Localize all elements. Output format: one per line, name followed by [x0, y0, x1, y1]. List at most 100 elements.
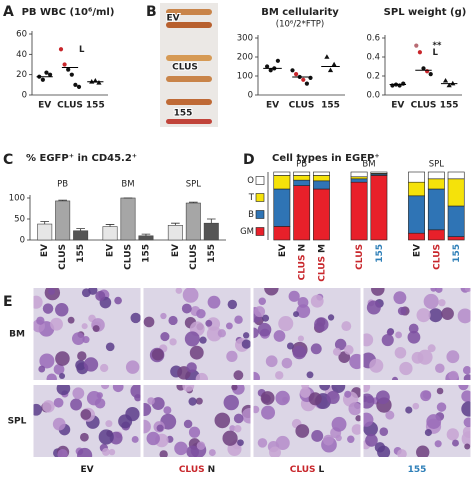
- micrograph: [363, 385, 471, 457]
- bone: [166, 99, 212, 105]
- cell: [452, 439, 459, 447]
- cell: [131, 435, 139, 443]
- cell: [160, 312, 167, 320]
- cell: [38, 365, 46, 373]
- cell: [71, 332, 85, 345]
- cell: [377, 445, 391, 457]
- cell: [70, 398, 83, 411]
- point: [425, 69, 430, 74]
- y-tick-label: 50: [14, 215, 25, 225]
- cell: [327, 314, 335, 321]
- cell: [441, 307, 454, 320]
- cell: [100, 363, 109, 373]
- micrograph: [33, 288, 141, 380]
- cell: [188, 397, 197, 406]
- bar-segment: [370, 171, 388, 174]
- bone: [166, 22, 212, 28]
- bone-label: CLUS: [172, 63, 198, 73]
- cell: [98, 429, 114, 445]
- cell: [299, 387, 311, 398]
- cell: [48, 288, 55, 295]
- bar-segment: [427, 188, 445, 231]
- cell: [163, 406, 172, 415]
- cell: [427, 344, 436, 353]
- cell: [278, 316, 294, 332]
- cell: [424, 428, 432, 437]
- cell: [366, 300, 381, 315]
- cell: [363, 385, 371, 393]
- x-tick-label: 155: [86, 101, 105, 111]
- cell: [72, 387, 85, 400]
- bone: [166, 9, 212, 15]
- cell: [156, 424, 164, 432]
- x-tick-label-part: N: [297, 244, 307, 252]
- cell: [416, 308, 431, 323]
- column-label-part: L: [319, 465, 325, 475]
- cell: [223, 394, 239, 411]
- cell: [189, 345, 204, 360]
- cell: [57, 448, 68, 457]
- cell: [412, 402, 420, 410]
- cell: [96, 392, 103, 399]
- bar-segment: [408, 195, 425, 234]
- point: [294, 72, 299, 77]
- point: [290, 68, 295, 73]
- cell: [420, 390, 432, 402]
- x-tick-label-part: M: [317, 244, 327, 253]
- x-tick-label: EV: [391, 101, 404, 111]
- micrograph: [363, 288, 471, 380]
- bar-segment: [273, 171, 291, 176]
- cell: [53, 397, 64, 408]
- y-tick-label: 300: [237, 34, 253, 44]
- cell: [207, 295, 221, 309]
- cell: [461, 390, 471, 403]
- bar-segment: [408, 181, 425, 197]
- cell: [105, 342, 115, 352]
- x-tick-label: CLUS: [432, 244, 442, 270]
- bar-segment: [293, 185, 311, 241]
- point: [390, 83, 395, 88]
- y-tick-label: 100: [237, 72, 253, 82]
- cell: [241, 339, 251, 349]
- column-label: CLUS N: [179, 465, 215, 475]
- error-bar: [206, 218, 216, 224]
- cell: [95, 290, 106, 301]
- cell: [462, 366, 471, 375]
- x-tick-label: EV: [40, 244, 50, 257]
- point: [268, 68, 273, 73]
- cell: [331, 385, 346, 394]
- cell: [55, 351, 70, 366]
- bar-segment: [313, 171, 330, 176]
- cell: [36, 316, 45, 325]
- x-tick-label-part: EV: [412, 244, 422, 257]
- y-tick-label: 0.4: [366, 53, 380, 63]
- cell: [102, 447, 110, 456]
- cell: [81, 323, 88, 330]
- cell: [393, 291, 407, 305]
- cell: [233, 413, 244, 424]
- cell: [435, 363, 445, 374]
- cell: [160, 331, 170, 342]
- group-label: PB: [296, 160, 307, 170]
- cell: [260, 391, 275, 405]
- cell: [332, 347, 341, 356]
- cell: [322, 434, 334, 446]
- x-tick-label: EV: [266, 101, 279, 111]
- cell: [199, 336, 207, 344]
- cell: [310, 294, 324, 308]
- point: [73, 82, 78, 87]
- cell: [334, 338, 347, 351]
- y-tick-label: 100: [9, 194, 25, 204]
- bar: [185, 202, 201, 241]
- x-tick-label-part: CLUS: [297, 255, 307, 281]
- cell: [436, 402, 447, 412]
- error-bar: [58, 199, 67, 201]
- legend-label: B: [248, 210, 254, 220]
- cell: [105, 420, 113, 428]
- group-label: PB: [57, 180, 68, 190]
- cell: [225, 322, 233, 330]
- cell: [363, 393, 375, 409]
- x-tick-label: EV: [38, 101, 51, 111]
- bar-segment: [313, 175, 330, 182]
- panel-label: C: [3, 152, 13, 168]
